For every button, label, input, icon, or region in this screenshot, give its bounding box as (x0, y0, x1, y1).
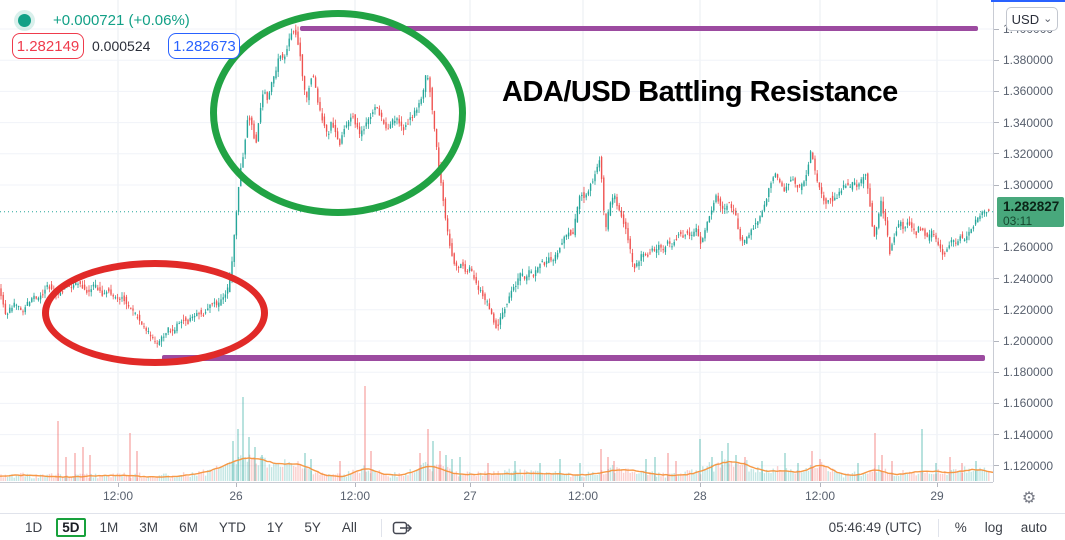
price-tick-label: 1.380000 (1003, 53, 1054, 68)
top-accent-strip (991, 0, 1065, 2)
time-tick-mark (355, 483, 356, 487)
date-range-switcher: 1D 5D 1M 3M 6M YTD 1Y 5Y All (18, 517, 371, 538)
price-tick-label: 1.260000 (1003, 240, 1054, 255)
time-tick-mark (820, 483, 821, 487)
range-button-1y[interactable]: 1Y (266, 520, 284, 535)
price-tick-mark (994, 122, 999, 124)
price-tick-label: 1.360000 (1003, 84, 1054, 99)
bottom-toolbar: 1D 5D 1M 3M 6M YTD 1Y 5Y All 05:46:49 (UTC) % lo… (0, 513, 1065, 540)
spread-value: 0.000524 (92, 38, 151, 54)
currency-selector[interactable]: USD ⌄ (1006, 7, 1058, 31)
market-status-dot-icon (18, 13, 31, 27)
axis-corner: ⚙ (993, 482, 1065, 513)
resistance-line (300, 26, 978, 31)
gear-icon[interactable]: ⚙ (1021, 489, 1037, 507)
go-to-date-icon[interactable] (392, 519, 413, 537)
range-button-5y[interactable]: 5Y (304, 520, 321, 535)
price-tick-label: 1.140000 (1003, 427, 1054, 442)
time-tick-mark (583, 483, 584, 487)
range-button-5d[interactable]: 5D (56, 518, 86, 537)
time-axis[interactable]: 12:00 26 12:00 27 12:00 28 12:00 29 (0, 482, 1065, 514)
price-tick-mark (994, 402, 999, 404)
price-tick-mark (994, 90, 999, 92)
time-tick-label: 12:00 (102, 489, 134, 503)
clock-utc[interactable]: 05:46:49 (UTC) (828, 520, 922, 535)
price-tick-mark (994, 371, 999, 373)
range-button-3m[interactable]: 3M (139, 520, 159, 535)
price-tick-mark (994, 465, 999, 467)
price-tick-label: 1.320000 (1003, 146, 1054, 161)
price-tick-mark (994, 153, 999, 155)
time-tick-label: 12:00 (567, 489, 599, 503)
price-tick-mark (994, 59, 999, 61)
time-tick-mark (937, 483, 938, 487)
green-circle-annotation (210, 10, 466, 216)
chart-headline: ADA/USD Battling Resistance (502, 76, 898, 108)
price-tick-label: 1.200000 (1003, 334, 1054, 348)
current-price-value: 1.282827 (1003, 199, 1060, 214)
price-tick-label: 1.160000 (1003, 396, 1054, 411)
time-tick-mark (236, 483, 237, 487)
price-tick-mark (994, 340, 999, 342)
bid-price-button[interactable]: 1.282149 (12, 33, 84, 59)
price-tick-mark (994, 246, 999, 248)
time-tick-label: 12:00 (804, 489, 836, 503)
time-tick-label: 12:00 (339, 489, 371, 503)
range-button-1m[interactable]: 1M (99, 520, 119, 535)
range-button-ytd[interactable]: YTD (218, 520, 246, 535)
ask-price-button[interactable]: 1.282673 (168, 33, 241, 59)
currency-label: USD (1011, 11, 1040, 27)
price-tick-mark (994, 309, 999, 311)
log-scale-button[interactable]: log (984, 520, 1003, 535)
percent-scale-button[interactable]: % (954, 520, 967, 535)
quote-status-row: +0.000721 (+0.06%) (18, 10, 190, 30)
bar-countdown: 03:11 (1003, 214, 1033, 228)
price-tick-label: 1.300000 (1003, 178, 1054, 192)
time-tick-label: 29 (930, 489, 944, 503)
chevron-down-icon: ⌄ (1043, 13, 1053, 25)
price-change-text: +0.000721 (+0.06%) (53, 11, 190, 29)
price-tick-label: 1.340000 (1003, 115, 1054, 130)
time-tick-label: 26 (229, 489, 243, 503)
price-tick-label: 1.240000 (1003, 271, 1054, 286)
price-tick-label: 1.220000 (1003, 302, 1054, 317)
toolbar-right-group: 05:46:49 (UTC) % log auto (828, 518, 1047, 537)
time-tick-mark (118, 483, 119, 487)
price-chart-canvas[interactable] (0, 0, 993, 482)
red-circle-annotation (42, 260, 268, 366)
time-tick-label: 27 (463, 489, 477, 503)
support-line (162, 355, 985, 361)
range-button-all[interactable]: All (341, 520, 357, 535)
auto-scale-button[interactable]: auto (1020, 520, 1047, 535)
price-tick-mark (994, 278, 999, 280)
price-tick-mark (994, 184, 999, 186)
price-tick-mark (994, 434, 999, 436)
time-tick-label: 28 (693, 489, 707, 503)
toolbar-divider (937, 518, 939, 537)
range-button-1d[interactable]: 1D (25, 520, 43, 535)
price-tick-label: 1.120000 (1003, 458, 1054, 473)
price-axis[interactable]: USD ⌄ 1.282827 03:11 1.4000001.3800001.3… (993, 0, 1065, 513)
time-tick-mark (470, 483, 471, 487)
price-tick-label: 1.180000 (1003, 365, 1054, 380)
bid-ask-row: 1.282149 0.000524 1.282673 (12, 33, 241, 59)
time-tick-mark (700, 483, 701, 487)
range-button-6m[interactable]: 6M (179, 520, 198, 535)
current-price-label: 1.282827 03:11 (997, 197, 1064, 228)
toolbar-divider (380, 518, 382, 537)
price-tick-mark (994, 28, 999, 30)
